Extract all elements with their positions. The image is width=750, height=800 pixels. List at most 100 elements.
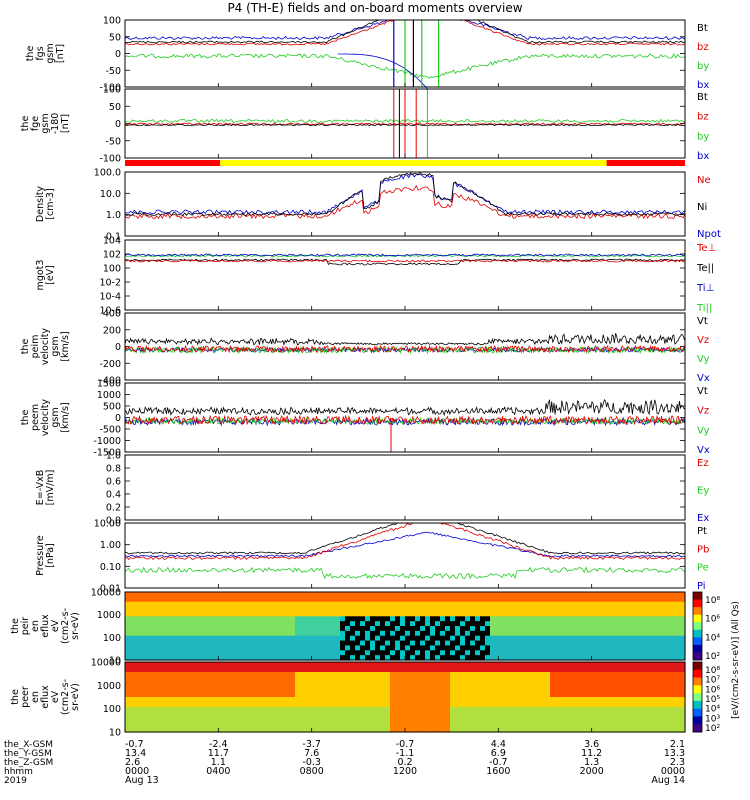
- y-tick-label: 100: [103, 633, 121, 644]
- y-axis-label: Density[cm-3]: [35, 186, 56, 222]
- y-tick-label: 1000: [97, 681, 121, 692]
- position-value: -0.7: [125, 739, 144, 750]
- legend-Ti||: Ti||: [696, 303, 712, 314]
- y-tick-label: -400: [99, 376, 121, 387]
- colorbar-tick: 10⁸: [705, 666, 720, 676]
- colorbar-tick: 10⁸: [705, 596, 720, 606]
- y-tick-label: 1000: [97, 390, 121, 401]
- legend-Ti⊥: Ti⊥: [696, 283, 714, 294]
- colorbar-peir: 10⁸ 10⁶ 10⁴ 10²: [692, 591, 720, 662]
- spectrogram-peer: [125, 662, 686, 733]
- position-value: -0.7: [489, 757, 508, 768]
- position-value: 13.3: [664, 748, 685, 759]
- series-peim-vz: [124, 344, 686, 354]
- y-tick-label: 0.6: [106, 477, 121, 488]
- series-peim-vt: [124, 333, 686, 347]
- position-value: 1.3: [584, 757, 599, 768]
- series-pb: [124, 522, 686, 561]
- position-value: 4.4: [491, 739, 506, 750]
- y-tick-label: 10-6: [99, 306, 121, 317]
- y-tick-label: 200: [103, 325, 121, 336]
- y-tick-label: -1500: [93, 448, 121, 459]
- position-value: 0.2: [397, 757, 412, 768]
- y-tick-label: -50: [105, 136, 121, 147]
- y-tick-label: 0: [115, 119, 121, 130]
- y-axis-label: Pressure[nPa]: [35, 535, 56, 576]
- y-tick-label: 1.00: [100, 540, 121, 551]
- legend-bz: bz: [697, 112, 709, 123]
- position-value: -0.7: [396, 739, 415, 750]
- series-npot: [124, 173, 686, 215]
- position-value: 0800: [300, 766, 324, 777]
- colorbar-tick: 10³: [705, 714, 720, 724]
- legend-Vz: Vz: [697, 335, 709, 346]
- y-tick-label: 10000: [91, 658, 121, 669]
- y-tick-label: 0.8: [106, 464, 121, 475]
- y-tick-label: 1.0: [106, 210, 121, 221]
- position-row-label: the_Z-GSM: [4, 758, 53, 768]
- y-tick-label: 1000: [97, 610, 121, 621]
- legend-Pi: Pi: [697, 581, 706, 592]
- y-tick-label: -100: [99, 83, 121, 94]
- colorbar-tick: 10⁷: [705, 676, 720, 686]
- position-value: 2.3: [670, 757, 685, 768]
- y-tick-label: 100.0: [94, 168, 121, 179]
- y-tick-label: 10-2: [99, 278, 121, 289]
- legend-Te||: Te||: [696, 263, 714, 274]
- legend-Bt: Bt: [697, 23, 708, 34]
- series-pt: [124, 522, 686, 555]
- panel-frame: [124, 454, 686, 521]
- position-value: Aug 13: [125, 775, 159, 786]
- position-value: 7.6: [304, 748, 319, 759]
- position-value: 0000: [125, 766, 149, 777]
- y-tick-label: 10-4: [99, 292, 121, 303]
- y-tick-label: 0.2: [106, 503, 121, 514]
- legend-bx: bx: [697, 80, 709, 91]
- y-tick-label: -50: [105, 66, 121, 77]
- colorbar-tick: 10²: [705, 652, 720, 662]
- y-tick-label: 10: [109, 728, 121, 739]
- series-pe: [124, 566, 686, 580]
- y-tick-label: 0.0: [106, 516, 121, 527]
- panel-frame: [124, 171, 686, 237]
- legend-Vx: Vx: [697, 373, 710, 384]
- panel-frame: [124, 382, 686, 453]
- position-value: -2.4: [209, 739, 228, 750]
- y-axis-label: thepeemvelocitygsm[km/s]: [20, 399, 71, 437]
- position-value: Aug 14: [651, 775, 685, 786]
- y-tick-label: 100: [103, 704, 121, 715]
- series-te-par: [124, 258, 686, 266]
- y-axis-label: mgot3[eV]: [35, 260, 56, 291]
- position-value: 1600: [486, 766, 510, 777]
- region-bar-yellow: [220, 160, 607, 166]
- legend-Pe: Pe: [697, 563, 709, 574]
- series-ne: [124, 184, 686, 220]
- legend-by: by: [697, 61, 709, 72]
- position-value: 2000: [580, 766, 604, 777]
- legend-Te⊥: Te⊥: [696, 243, 716, 254]
- y-tick-label: 0: [115, 49, 121, 60]
- colorbar-tick: 10⁶: [705, 685, 720, 695]
- figure-title: P4 (TH-E) fields and on-board moments ov…: [227, 1, 523, 15]
- y-tick-label: 102: [103, 250, 121, 261]
- series-peim-vy: [124, 345, 686, 355]
- y-axis-label: thefgsgsm[nT]: [25, 43, 66, 63]
- series-te-perp: [124, 259, 686, 263]
- legend-bx: bx: [697, 151, 709, 162]
- position-value: 2.1: [670, 739, 685, 750]
- position-row-label: the_Y-GSM: [4, 749, 52, 759]
- y-tick-label: 10000: [91, 588, 121, 599]
- position-value: 2.6: [125, 757, 140, 768]
- panel-frame: [124, 312, 686, 381]
- y-axis-label: thepeimvelocitygsm[km/s]: [20, 328, 71, 366]
- region-bar-red: [125, 160, 221, 166]
- y-tick-label: 1.0: [106, 451, 121, 462]
- legend-Vt: Vt: [697, 386, 708, 397]
- legend-Ez: Ez: [697, 458, 709, 469]
- position-value: 1200: [393, 766, 417, 777]
- y-tick-label: 0.1: [106, 232, 121, 243]
- series-peem-vz: [124, 414, 686, 426]
